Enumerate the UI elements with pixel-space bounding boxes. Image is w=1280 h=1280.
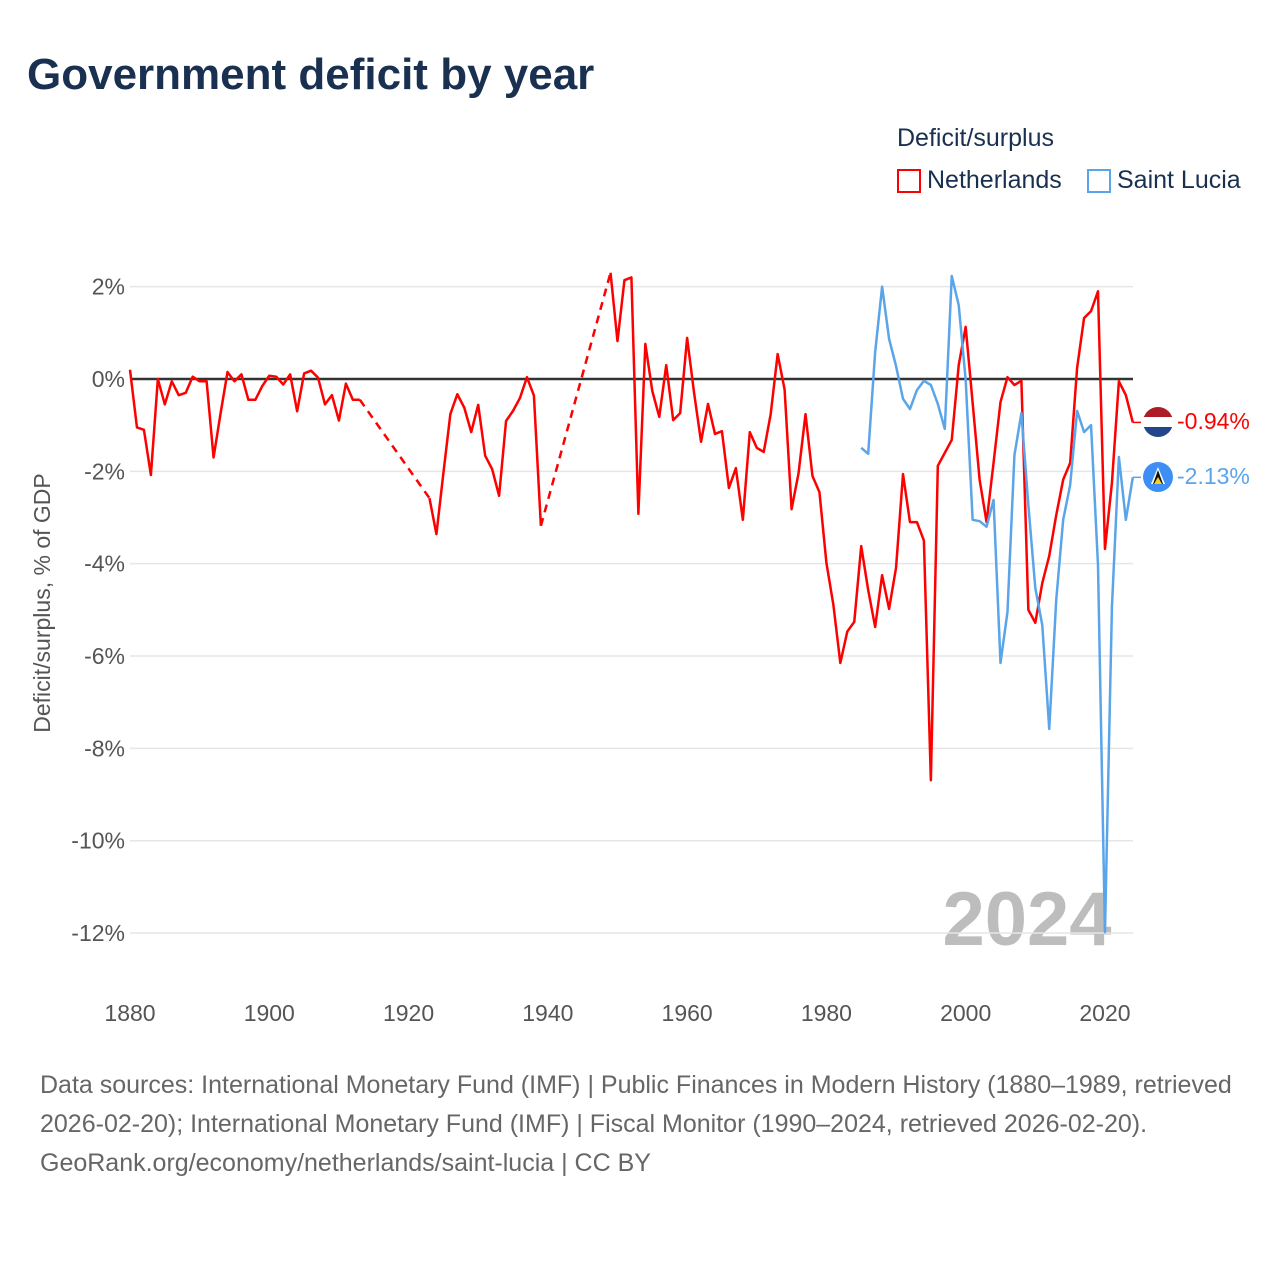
x-tick-label: 2020	[1079, 1000, 1130, 1026]
x-tick-label: 1940	[522, 1000, 573, 1026]
y-axis-label: Deficit/surplus, % of GDP	[29, 473, 55, 732]
x-tick-label: 1960	[662, 1000, 713, 1026]
legend-label: Netherlands	[927, 166, 1062, 194]
y-tick-label: -6%	[84, 643, 125, 669]
source-text: Data sources: International Monetary Fun…	[40, 1071, 1232, 1138]
legend-item-netherlands[interactable]: Netherlands	[897, 166, 1062, 195]
flag-netherlands-icon	[1143, 407, 1173, 437]
y-tick-label: 0%	[92, 366, 125, 392]
y-tick-label: -2%	[84, 458, 125, 484]
y-tick-label: -12%	[71, 920, 125, 946]
series-line-netherlands	[428, 375, 543, 536]
year-watermark: 2024	[942, 877, 1111, 962]
chart-title: Government deficit by year	[27, 50, 595, 99]
series-line-netherlands	[128, 369, 360, 477]
x-tick-label: 1880	[104, 1000, 155, 1026]
series-line-saint-lucia	[860, 274, 1135, 934]
source-note: Data sources: International Monetary Fun…	[40, 1066, 1240, 1183]
y-tick-label: -10%	[71, 828, 125, 854]
series-line-netherlands	[609, 272, 1135, 782]
end-label-netherlands: -0.94%	[1177, 408, 1250, 434]
legend-title: Deficit/surplus	[897, 124, 1054, 152]
y-tick-label: 2%	[92, 274, 125, 300]
x-tick-label: 2000	[940, 1000, 991, 1026]
x-tick-label: 1900	[244, 1000, 295, 1026]
x-tick-label: 1920	[383, 1000, 434, 1026]
gap-connector-netherlands	[358, 399, 431, 499]
gap-connector-netherlands	[539, 272, 612, 527]
end-label-saint-lucia: -2.13%	[1177, 463, 1250, 489]
y-tick-label: -8%	[84, 735, 125, 761]
flag-saint-lucia-icon	[1143, 462, 1173, 492]
y-tick-label: -4%	[84, 551, 125, 577]
x-tick-label: 1980	[801, 1000, 852, 1026]
legend-swatch-saint-lucia	[1087, 168, 1111, 193]
legend-item-saint-lucia[interactable]: Saint Lucia	[1087, 166, 1241, 195]
legend-swatch-netherlands	[897, 168, 921, 193]
legend-label: Saint Lucia	[1117, 166, 1241, 194]
credit-link[interactable]: GeoRank.org/economy/netherlands/saint-lu…	[40, 1149, 651, 1177]
